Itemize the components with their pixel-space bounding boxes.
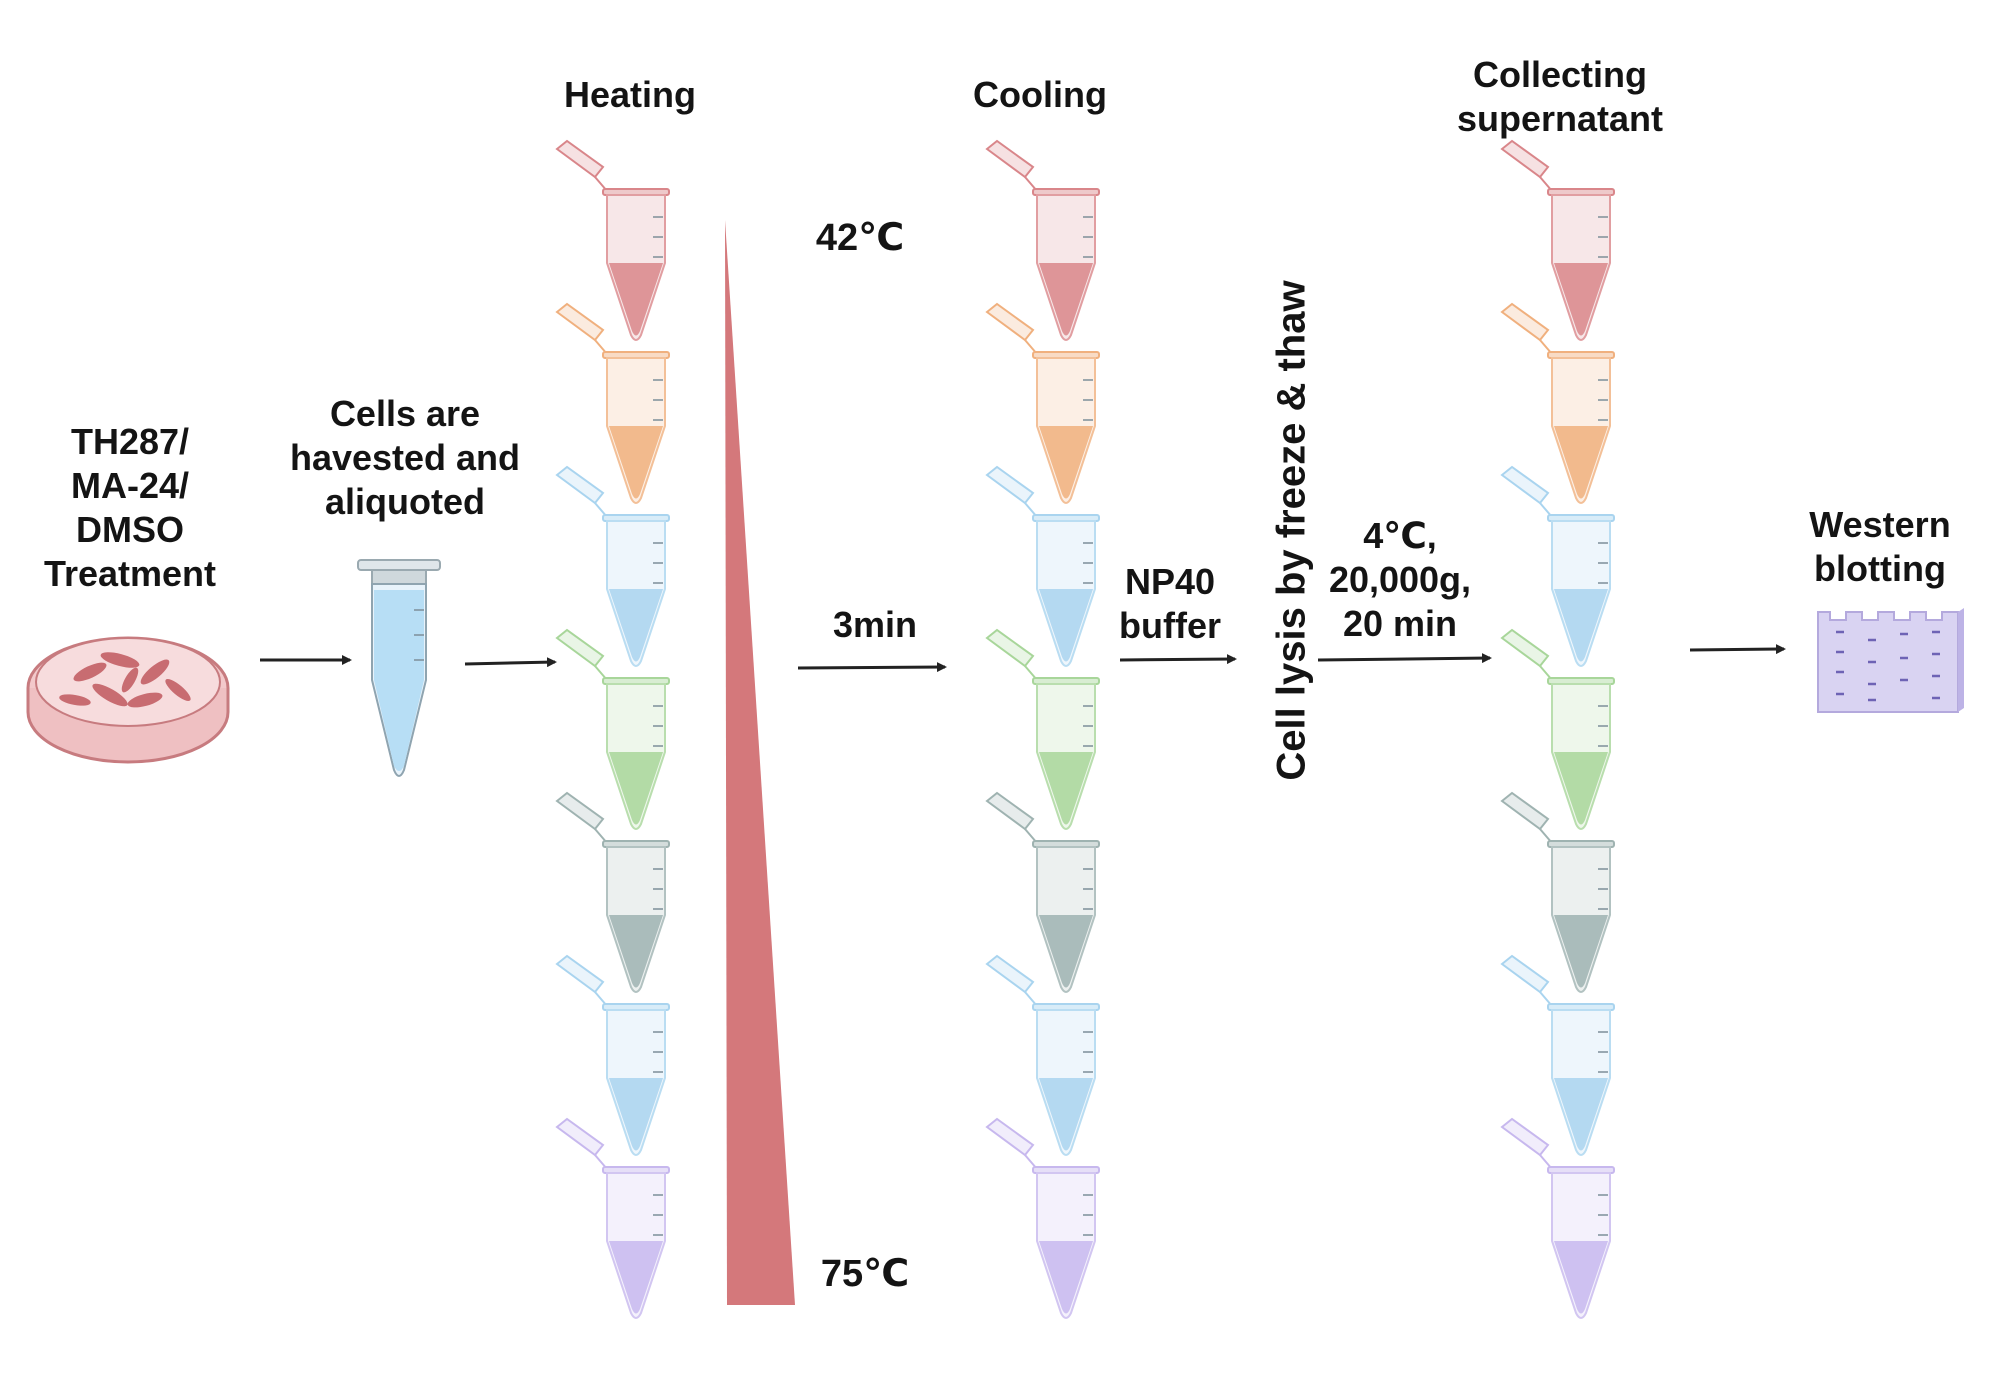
collecting-tube-4 xyxy=(1500,628,1615,830)
collecting-tube-1 xyxy=(1500,139,1615,341)
cooling-label: Cooling xyxy=(973,74,1107,115)
centrifuge-label: 4℃, 20,000g, 20 min xyxy=(1328,515,1472,644)
heating-tube-2 xyxy=(555,302,670,504)
heating-tube-3 xyxy=(555,465,670,667)
collecting-tube-3 xyxy=(1500,465,1615,667)
incubation-label: 3min xyxy=(832,604,918,645)
heating-tube-7 xyxy=(555,1117,670,1319)
cooling-tube-6 xyxy=(985,954,1100,1156)
arrow-3 xyxy=(797,662,947,673)
lysis-label: Cell lysis by freeze & thaw xyxy=(1269,280,1314,781)
arrows xyxy=(260,644,1786,673)
arrow-4 xyxy=(1119,654,1237,665)
treatment-label: TH287/ MA-24/ DMSO Treatment xyxy=(43,421,217,594)
cooling-tube-2 xyxy=(985,302,1100,504)
harvest-label: Cells are havested and aliquoted xyxy=(289,393,521,522)
temperature-gradient xyxy=(725,220,795,1305)
arrow-6 xyxy=(1689,644,1786,655)
arrow-2 xyxy=(464,657,557,668)
collecting-tube-2 xyxy=(1500,302,1615,504)
collecting-tube-6 xyxy=(1500,954,1615,1156)
heating-tube-1 xyxy=(555,139,670,341)
heating-tube-6 xyxy=(555,954,670,1156)
cooling-tube-1 xyxy=(985,139,1100,341)
collecting-tube-7 xyxy=(1500,1117,1615,1319)
aliquot-tube-icon xyxy=(357,559,441,777)
arrow-5 xyxy=(1317,653,1492,664)
western-blot-gel-icon xyxy=(1817,608,1964,713)
temp-top-label: 42℃ xyxy=(815,217,905,259)
western-label: Western blotting xyxy=(1809,504,1951,589)
collecting-label: Collecting supernatant xyxy=(1456,54,1664,139)
cooling-tube-3 xyxy=(985,465,1100,667)
temp-bottom-label: 75℃ xyxy=(820,1253,910,1295)
petri-dish-icon xyxy=(26,636,230,764)
collecting-tube-5 xyxy=(1500,791,1615,993)
cooling-tube-5 xyxy=(985,791,1100,993)
heating-tube-5 xyxy=(555,791,670,993)
heating-label: Heating xyxy=(563,74,696,115)
buffer-label: NP40 buffer xyxy=(1119,561,1221,646)
cooling-tube-7 xyxy=(985,1117,1100,1319)
heating-tube-4 xyxy=(555,628,670,830)
cooling-tube-4 xyxy=(985,628,1100,830)
